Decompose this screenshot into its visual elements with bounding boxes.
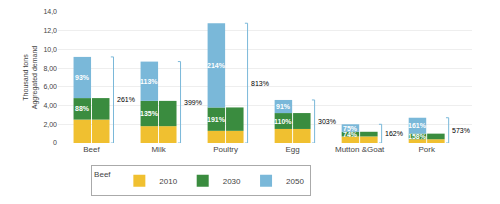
- svg-text:0: 0: [53, 139, 57, 146]
- svg-text:214%: 214%: [207, 62, 226, 69]
- svg-text:Milk: Milk: [151, 145, 166, 154]
- svg-text:75%: 75%: [343, 125, 358, 132]
- svg-text:813%: 813%: [251, 80, 269, 87]
- svg-text:14,0: 14,0: [43, 8, 57, 15]
- svg-text:Mutton &Goat: Mutton &Goat: [335, 145, 385, 154]
- svg-text:Thousand tonsAggregated demand: Thousand tonsAggregated demand: [22, 46, 39, 110]
- svg-text:4,00: 4,00: [43, 102, 57, 109]
- svg-text:88%: 88%: [75, 105, 90, 112]
- svg-text:12,0: 12,0: [43, 27, 57, 34]
- svg-text:110%: 110%: [274, 118, 292, 125]
- svg-text:Egg: Egg: [285, 145, 299, 154]
- svg-text:303%: 303%: [318, 118, 336, 125]
- svg-text:8,00: 8,00: [43, 65, 57, 72]
- svg-text:161%: 161%: [408, 122, 427, 129]
- svg-text:158%: 158%: [408, 133, 427, 140]
- svg-text:113%: 113%: [140, 78, 158, 85]
- svg-text:399%: 399%: [184, 99, 202, 106]
- svg-text:Pork: Pork: [418, 145, 435, 154]
- svg-text:191%: 191%: [207, 116, 226, 123]
- svg-text:162%: 162%: [385, 130, 403, 137]
- svg-text:Poultry: Poultry: [213, 145, 238, 154]
- svg-text:2010: 2010: [159, 177, 177, 186]
- svg-text:Beef: Beef: [83, 145, 100, 154]
- svg-text:6,00: 6,00: [43, 83, 57, 90]
- svg-text:2,00: 2,00: [43, 121, 57, 128]
- svg-text:261%: 261%: [117, 96, 135, 103]
- svg-text:93%: 93%: [75, 74, 90, 81]
- svg-text:2050: 2050: [286, 177, 304, 186]
- svg-text:10,0: 10,0: [43, 46, 57, 53]
- svg-text:135%: 135%: [140, 110, 159, 117]
- svg-text:91%: 91%: [276, 103, 291, 110]
- svg-text:74%: 74%: [343, 131, 358, 138]
- svg-text:Beef: Beef: [94, 170, 111, 179]
- svg-text:2030: 2030: [223, 177, 241, 186]
- svg-text:573%: 573%: [452, 127, 470, 134]
